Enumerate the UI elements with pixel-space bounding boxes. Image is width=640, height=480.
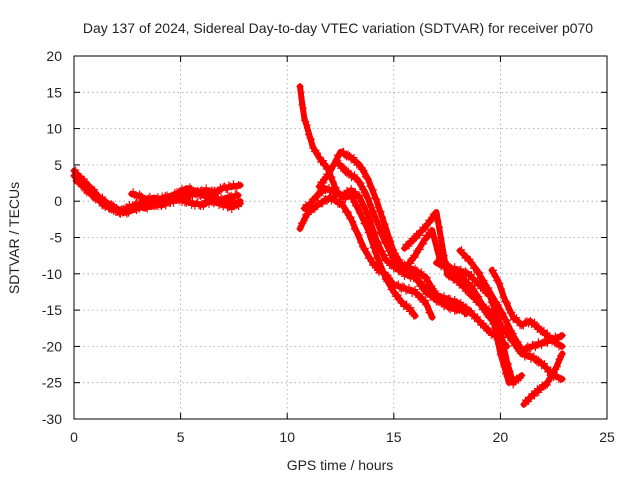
series-sat-l (432, 257, 566, 384)
y-tick-label: 20 (46, 48, 62, 64)
x-tick-label: 10 (279, 429, 295, 445)
x-tick-label: 20 (493, 429, 509, 445)
y-tick-label: 15 (46, 84, 62, 100)
series-sat-d (128, 186, 244, 214)
series-sat-i (332, 156, 511, 350)
series-sat-o (520, 350, 566, 408)
x-tick-label: 0 (70, 429, 78, 445)
series-markers (332, 156, 511, 350)
series-markers (488, 266, 566, 351)
x-tick-label: 5 (177, 429, 185, 445)
x-tick-label: 25 (599, 429, 615, 445)
series-markers (296, 193, 436, 321)
series-markers (128, 186, 244, 214)
series-sat-n (488, 266, 566, 351)
series-markers (520, 350, 566, 408)
chart-title: Day 137 of 2024, Sidereal Day-to-day VTE… (83, 20, 593, 36)
y-tick-label: -25 (42, 375, 62, 391)
series-markers (432, 257, 566, 384)
y-tick-label: 0 (54, 193, 62, 209)
series-layer (70, 82, 566, 408)
x-axis-label: GPS time / hours (287, 457, 394, 473)
y-tick-label: -20 (42, 338, 62, 354)
grid-layer (74, 56, 607, 419)
series-sat-f (296, 193, 436, 321)
tick-layer: 0 5 10 15 20 25 -30 -25 -20 -15 -10 -5 0 5 10 15 20 (42, 48, 615, 445)
y-axis-label: SDTVAR / TECUs (6, 182, 22, 294)
y-tick-label: 10 (46, 121, 62, 137)
x-tick-label: 15 (386, 429, 402, 445)
y-tick-label: -15 (42, 302, 62, 318)
y-tick-label: -10 (42, 266, 62, 282)
y-tick-label: -5 (50, 230, 63, 246)
y-tick-label: -30 (42, 411, 62, 427)
y-tick-label: 5 (54, 157, 62, 173)
